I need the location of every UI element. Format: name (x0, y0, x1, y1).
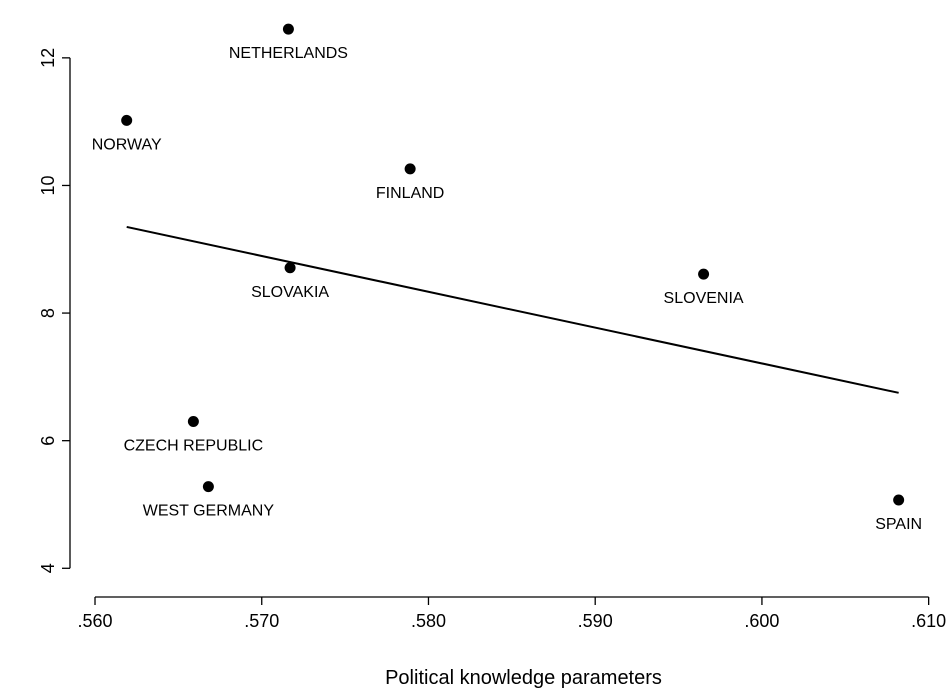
data-point (284, 262, 296, 274)
point-label: NETHERLANDS (229, 45, 348, 62)
point-label: FINLAND (376, 185, 444, 202)
point-label: CZECH REPUBLIC (124, 438, 264, 455)
y-tick-label: 8 (38, 308, 58, 318)
x-tick-label: .580 (411, 611, 446, 631)
point-label: SLOVAKIA (251, 284, 329, 301)
data-point (404, 163, 416, 175)
y-tick-label: 12 (38, 48, 58, 68)
point-label: SLOVENIA (664, 290, 744, 307)
x-tick-label: .560 (77, 611, 112, 631)
point-label: WEST GERMANY (143, 503, 275, 520)
x-tick-label: .590 (578, 611, 613, 631)
fit-line-group (126, 225, 899, 394)
x-axis: .560 .570 .580 .590 .600 .610 (77, 596, 946, 631)
data-point (698, 268, 710, 280)
data-point (202, 481, 214, 493)
y-tick-label: 10 (38, 175, 58, 195)
y-axis: 4 6 8 10 12 (38, 48, 71, 573)
point-label: NORWAY (92, 136, 162, 153)
data-point (187, 416, 199, 428)
x-tick-label: .570 (244, 611, 279, 631)
y-tick-label: 6 (38, 436, 58, 446)
fit-line (126, 225, 899, 394)
data-point (282, 23, 294, 35)
x-axis-title: Political knowledge parameters (385, 667, 662, 689)
x-tick-label: .600 (744, 611, 779, 631)
data-point (121, 114, 133, 126)
x-tick-label: .610 (911, 611, 946, 631)
data-point (893, 494, 905, 506)
point-label: SPAIN (875, 516, 922, 533)
y-tick-label: 4 (38, 563, 58, 573)
data-points: NETHERLANDS NORWAY FINLAND SLOVAKIA SLOVENIA… (92, 23, 922, 533)
